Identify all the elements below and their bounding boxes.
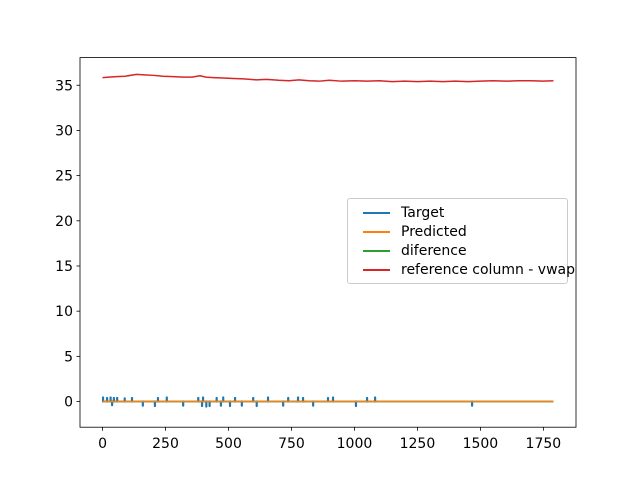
legend-label-predicted: Predicted bbox=[401, 223, 467, 240]
y-tick-label: 35 bbox=[55, 78, 73, 94]
x-tick-label: 1000 bbox=[337, 436, 373, 452]
x-tick-label: 1750 bbox=[526, 436, 562, 452]
y-tick-label: 15 bbox=[55, 259, 73, 275]
legend-swatch-predicted bbox=[363, 230, 390, 233]
y-tick-label: 10 bbox=[55, 304, 73, 320]
y-tick-label: 30 bbox=[55, 123, 73, 139]
legend-swatch-diference bbox=[363, 249, 390, 252]
legend: Target Predicted diference reference col… bbox=[347, 198, 575, 284]
x-tick-label: 1250 bbox=[400, 436, 436, 452]
axes-frame bbox=[79, 57, 577, 428]
y-tick-label: 25 bbox=[55, 169, 73, 185]
legend-item-target: Target bbox=[355, 204, 560, 222]
legend-swatch-target bbox=[363, 211, 390, 214]
legend-item-predicted: Predicted bbox=[355, 223, 560, 241]
legend-label-target: Target bbox=[401, 204, 445, 221]
x-tick-label: 0 bbox=[98, 436, 107, 452]
y-tick-label: 5 bbox=[64, 349, 73, 365]
legend-label-diference: diference bbox=[401, 242, 467, 259]
x-tick-label: 750 bbox=[278, 436, 305, 452]
legend-item-diference: diference bbox=[355, 242, 560, 260]
reference-vwap-line bbox=[102, 73, 554, 83]
x-tick-label: 500 bbox=[215, 436, 242, 452]
x-tick-label: 1500 bbox=[463, 436, 499, 452]
x-tick-label: 250 bbox=[152, 436, 179, 452]
legend-item-reference-vwap: reference column - vwap bbox=[355, 261, 575, 279]
legend-label-reference-vwap: reference column - vwap bbox=[401, 261, 575, 278]
y-tick-label: 20 bbox=[55, 214, 73, 230]
y-tick-label: 0 bbox=[64, 395, 73, 411]
legend-swatch-reference-vwap bbox=[363, 268, 390, 271]
